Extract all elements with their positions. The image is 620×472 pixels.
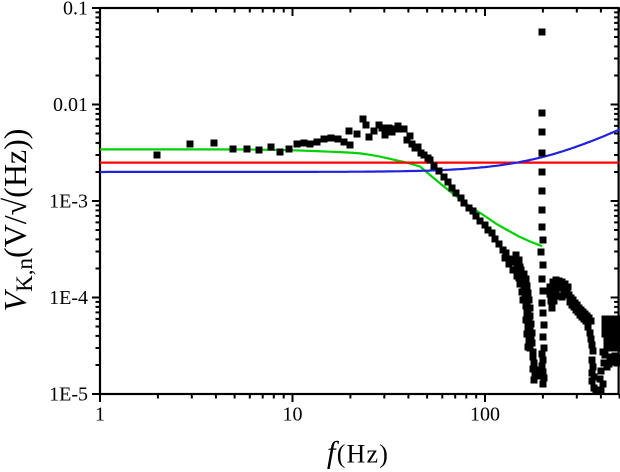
svg-text:1E-4: 1E-4 <box>49 287 88 309</box>
svg-text:0.1: 0.1 <box>63 0 88 20</box>
svg-text:VK,n(V/√(Hz)): VK,n(V/√(Hz)) <box>0 129 37 312</box>
svg-text:1: 1 <box>95 404 105 426</box>
svg-text:10: 10 <box>283 404 303 426</box>
svg-text:1E-5: 1E-5 <box>49 384 88 406</box>
svg-text:100: 100 <box>470 404 500 426</box>
svg-text:1E-3: 1E-3 <box>49 191 88 213</box>
svg-text:0.01: 0.01 <box>53 94 88 116</box>
svg-text:f(Hz): f(Hz) <box>327 435 389 470</box>
